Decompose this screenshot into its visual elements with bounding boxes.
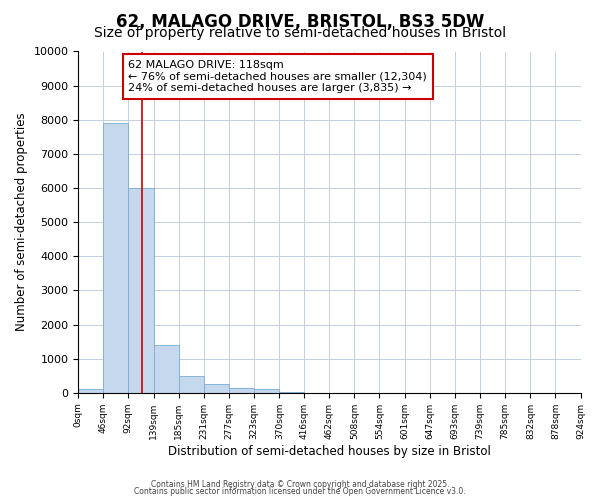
Bar [229, 388, 254, 393]
Bar [254, 390, 280, 393]
Text: Contains public sector information licensed under the Open Government Licence v3: Contains public sector information licen… [134, 488, 466, 496]
Text: Contains HM Land Registry data © Crown copyright and database right 2025.: Contains HM Land Registry data © Crown c… [151, 480, 449, 489]
Bar [103, 123, 128, 393]
Bar [78, 390, 103, 393]
Y-axis label: Number of semi-detached properties: Number of semi-detached properties [15, 113, 28, 332]
Text: 62 MALAGO DRIVE: 118sqm
← 76% of semi-detached houses are smaller (12,304)
24% o: 62 MALAGO DRIVE: 118sqm ← 76% of semi-de… [128, 60, 427, 93]
Bar [204, 384, 229, 393]
Bar [179, 376, 204, 393]
Text: Size of property relative to semi-detached houses in Bristol: Size of property relative to semi-detach… [94, 26, 506, 40]
Bar [154, 345, 179, 393]
Text: 62, MALAGO DRIVE, BRISTOL, BS3 5DW: 62, MALAGO DRIVE, BRISTOL, BS3 5DW [116, 12, 484, 30]
Bar [128, 188, 154, 393]
X-axis label: Distribution of semi-detached houses by size in Bristol: Distribution of semi-detached houses by … [168, 444, 491, 458]
Bar [280, 392, 304, 393]
